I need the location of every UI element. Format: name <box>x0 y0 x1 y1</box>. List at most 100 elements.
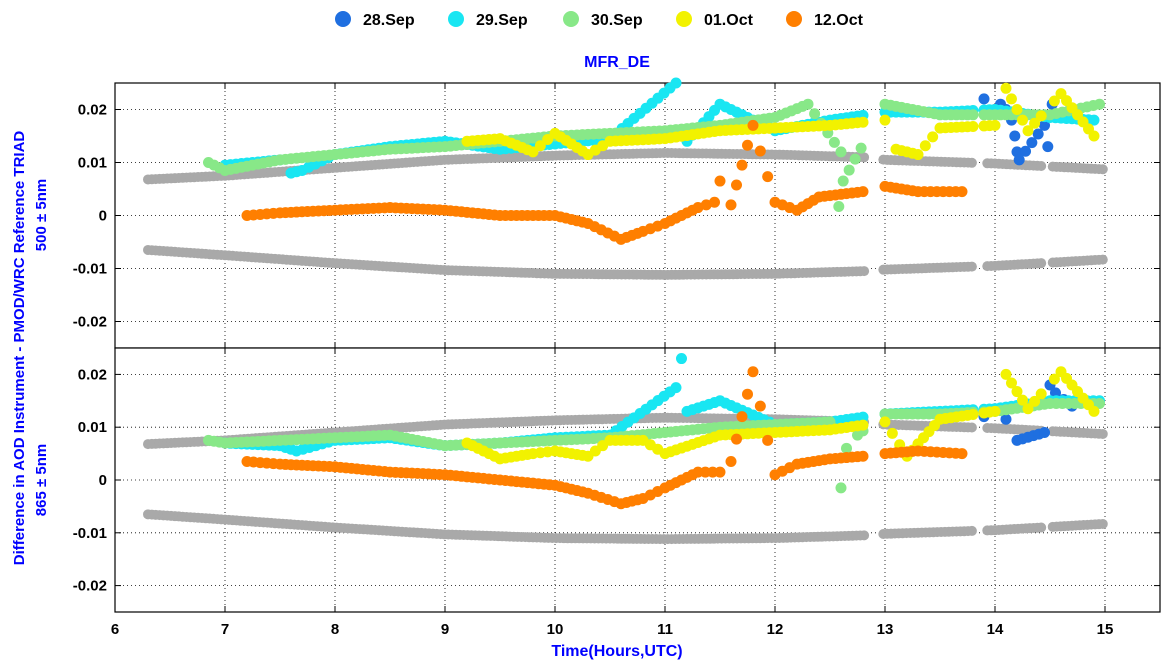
limit-point <box>1097 428 1108 439</box>
data-point <box>1006 93 1017 105</box>
data-point <box>1035 388 1047 400</box>
data-point <box>714 175 726 187</box>
data-point <box>837 175 849 187</box>
data-point <box>912 149 924 161</box>
limit-point <box>1097 254 1108 265</box>
data-point <box>1094 397 1105 409</box>
data-point <box>1042 141 1054 153</box>
data-point <box>1094 98 1105 110</box>
data-point <box>1000 413 1012 425</box>
x-tick-label: 12 <box>767 621 784 638</box>
legend-label-29.Sep: 29.Sep <box>476 12 528 29</box>
data-point <box>1029 117 1041 129</box>
chart-title: MFR_DE <box>584 54 650 71</box>
data-point <box>967 409 979 421</box>
x-tick-label: 7 <box>221 621 229 638</box>
data-point <box>927 131 939 143</box>
data-point <box>857 411 869 423</box>
data-point <box>1026 137 1038 149</box>
legend-label-12.Oct: 12.Oct <box>814 12 864 29</box>
data-point <box>670 382 682 394</box>
legend-marker-28.Sep <box>335 11 351 27</box>
legend-label-30.Sep: 30.Sep <box>591 12 643 29</box>
data-point <box>1017 394 1028 406</box>
x-tick-label: 13 <box>877 621 894 638</box>
data-point <box>802 98 814 110</box>
limit-point <box>966 525 977 536</box>
data-point <box>670 77 682 89</box>
x-axis-label: Time(Hours,UTC) <box>551 643 682 660</box>
data-point <box>1088 114 1100 126</box>
data-point <box>886 427 898 439</box>
data-point <box>736 411 748 423</box>
data-point <box>956 448 968 460</box>
data-point <box>849 153 861 165</box>
data-point <box>742 139 753 151</box>
panel-2-lower-limit <box>143 509 1108 545</box>
data-point <box>843 164 855 176</box>
data-point <box>841 442 852 454</box>
data-point <box>1088 405 1100 417</box>
legend-label-28.Sep: 28.Sep <box>363 12 415 29</box>
data-point <box>1011 104 1023 115</box>
panel-1-upper-limit <box>143 147 1108 185</box>
data-point <box>1035 110 1047 122</box>
data-point <box>809 108 821 120</box>
panel-2-ytick-label: -0.01 <box>73 525 107 542</box>
panel-1-series-12.Oct <box>241 119 968 245</box>
data-point <box>1006 377 1017 389</box>
data-point <box>1022 125 1034 137</box>
data-point <box>1009 130 1021 142</box>
data-point <box>731 433 742 445</box>
data-point <box>857 450 869 462</box>
data-point <box>855 142 867 154</box>
data-point <box>762 434 774 446</box>
data-point <box>833 200 845 212</box>
data-point <box>1048 373 1060 385</box>
limit-point <box>1097 164 1108 175</box>
data-point <box>879 114 891 126</box>
data-point <box>747 366 759 378</box>
data-point <box>1039 426 1050 438</box>
data-point <box>857 186 869 198</box>
limit-point <box>966 422 977 433</box>
panel-1-ytick-label: -0.02 <box>73 314 107 331</box>
x-axis-ticks: 6 7 8 9 10 11 12 13 14 15 <box>111 621 1114 638</box>
limit-point <box>859 152 870 163</box>
panel-2-series-12.Oct <box>241 366 968 510</box>
limit-point <box>1036 258 1047 269</box>
data-point <box>534 140 546 152</box>
data-point <box>835 482 847 494</box>
data-point <box>978 93 990 105</box>
panel-1-ytick-label: -0.01 <box>73 261 107 278</box>
limit-point <box>966 261 977 272</box>
data-point <box>857 419 869 431</box>
data-point <box>692 202 704 214</box>
limit-point <box>1036 522 1047 533</box>
data-point <box>989 119 1001 131</box>
limit-point <box>859 530 870 541</box>
data-point <box>956 186 968 198</box>
data-point <box>1000 82 1012 94</box>
x-tick-label: 15 <box>1097 621 1114 638</box>
panel-1-ytick-label: 0.01 <box>78 155 107 172</box>
data-point <box>1022 403 1034 415</box>
panel-2-frame <box>114 347 1161 613</box>
data-point <box>747 119 759 131</box>
data-point <box>709 196 720 208</box>
panel-1-wavelength-label: 500 ± 5nm <box>33 179 50 251</box>
panel-2-ytick-label: -0.02 <box>73 578 107 595</box>
data-point <box>736 159 748 171</box>
limit-point <box>859 266 870 277</box>
x-tick-label: 14 <box>987 621 1004 638</box>
y-axis-label: Difference in AOD Instrument - PMOD/WRC … <box>11 131 28 566</box>
panel-2-ytick-label: 0 <box>99 472 107 489</box>
legend-marker-01.Oct <box>676 11 692 27</box>
x-tick-label: 9 <box>441 621 449 638</box>
data-point <box>754 400 766 412</box>
panel-1: 0.02 0.01 0 -0.01 -0.02 <box>73 77 1161 349</box>
data-point <box>676 353 687 365</box>
data-point <box>1029 395 1041 407</box>
data-point <box>967 120 979 132</box>
